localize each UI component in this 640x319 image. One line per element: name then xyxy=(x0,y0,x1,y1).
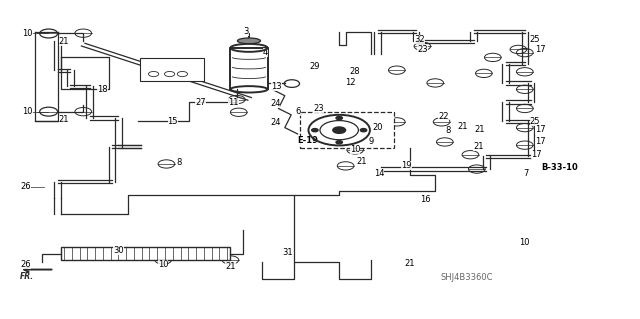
Text: 21: 21 xyxy=(59,37,69,46)
Text: 13: 13 xyxy=(271,82,282,91)
Text: 14: 14 xyxy=(374,169,384,178)
Text: 21: 21 xyxy=(474,142,484,151)
Text: 21: 21 xyxy=(59,115,69,124)
Text: 7: 7 xyxy=(524,169,529,178)
Text: 19: 19 xyxy=(401,161,412,170)
Text: 2: 2 xyxy=(154,66,159,75)
Text: 17: 17 xyxy=(536,125,546,134)
Text: B-33-10: B-33-10 xyxy=(541,163,579,172)
Text: 17: 17 xyxy=(531,150,541,159)
Bar xyxy=(140,58,204,81)
Text: 25: 25 xyxy=(530,35,540,44)
Text: 1: 1 xyxy=(166,66,171,75)
Text: 15: 15 xyxy=(168,117,178,126)
Bar xyxy=(300,112,394,148)
Text: 10: 10 xyxy=(520,238,530,247)
Text: 10: 10 xyxy=(22,107,33,116)
Text: 22: 22 xyxy=(438,112,449,121)
Text: 21: 21 xyxy=(356,157,367,166)
Circle shape xyxy=(336,141,342,144)
Text: 12: 12 xyxy=(346,78,356,87)
Bar xyxy=(61,247,230,260)
Text: 10: 10 xyxy=(350,145,360,154)
Circle shape xyxy=(360,129,367,132)
Text: 24: 24 xyxy=(270,99,280,108)
Text: 25: 25 xyxy=(530,117,540,126)
Text: 21: 21 xyxy=(225,262,236,271)
Text: SHJ4B3360C: SHJ4B3360C xyxy=(441,273,493,282)
Text: 31: 31 xyxy=(283,248,293,256)
Text: 16: 16 xyxy=(420,195,431,204)
Text: 8: 8 xyxy=(177,158,182,167)
Text: 3: 3 xyxy=(244,27,249,36)
Text: 10: 10 xyxy=(22,29,33,38)
Text: 17: 17 xyxy=(536,45,546,54)
Text: 4: 4 xyxy=(263,48,268,57)
Text: 24: 24 xyxy=(270,118,280,127)
Text: 20: 20 xyxy=(372,123,383,132)
Text: 32: 32 xyxy=(414,35,424,44)
Text: 23: 23 xyxy=(417,45,428,54)
Text: 28: 28 xyxy=(350,67,360,76)
Text: FR.: FR. xyxy=(20,272,34,281)
Ellipse shape xyxy=(237,38,260,44)
Text: 30: 30 xyxy=(113,246,124,255)
Text: 10: 10 xyxy=(158,260,168,269)
Text: 18: 18 xyxy=(97,85,108,94)
Circle shape xyxy=(336,116,342,120)
Text: 21: 21 xyxy=(404,259,415,268)
Circle shape xyxy=(312,129,318,132)
Text: 23: 23 xyxy=(314,104,324,113)
Text: E-19: E-19 xyxy=(297,136,317,145)
Text: 27: 27 xyxy=(195,98,205,107)
Text: 8: 8 xyxy=(445,126,451,135)
Circle shape xyxy=(333,127,346,133)
Text: 26: 26 xyxy=(20,260,31,269)
Text: 6: 6 xyxy=(296,107,301,116)
Text: 29: 29 xyxy=(310,63,320,71)
Text: 21: 21 xyxy=(458,122,468,130)
Text: 9: 9 xyxy=(369,137,374,146)
Text: 11: 11 xyxy=(228,98,239,107)
Text: 26: 26 xyxy=(20,182,31,191)
Text: 21: 21 xyxy=(475,125,485,134)
Text: 5: 5 xyxy=(143,61,148,70)
Text: 17: 17 xyxy=(536,137,546,146)
